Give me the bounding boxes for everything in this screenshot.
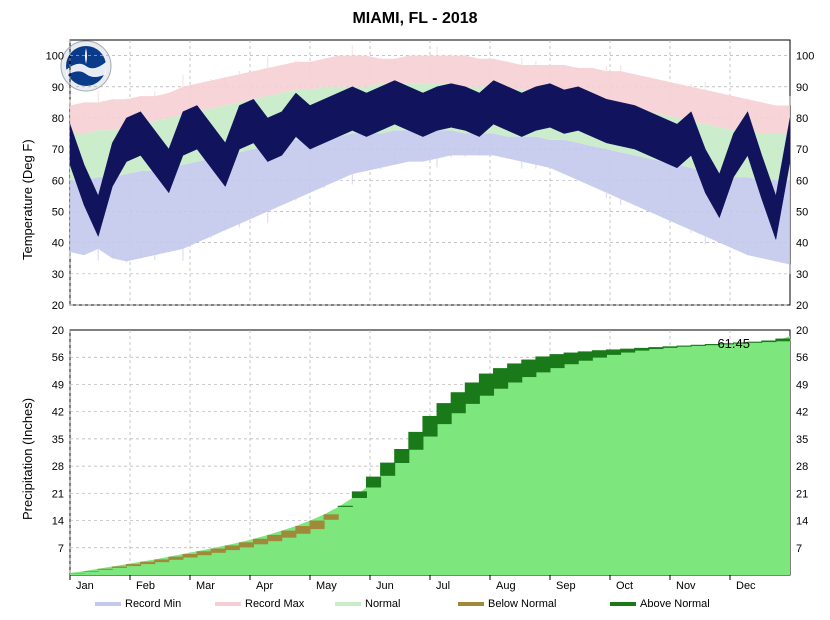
legend-item-record-min: Record Min <box>95 598 181 610</box>
svg-text:56: 56 <box>796 352 808 364</box>
svg-text:20: 20 <box>52 300 64 312</box>
svg-text:Mar: Mar <box>196 580 215 592</box>
svg-text:49: 49 <box>52 379 64 391</box>
legend-item-normal: Normal <box>335 598 400 610</box>
plot-area: 20 20 30 30 40 40 50 50 60 60 70 70 80 80 90 90 100 100 7 7… <box>0 0 830 620</box>
svg-text:Nov: Nov <box>676 580 696 592</box>
svg-text:61.45: 61.45 <box>717 336 750 351</box>
svg-text:Oct: Oct <box>616 580 633 592</box>
svg-text:40: 40 <box>796 238 808 250</box>
svg-text:60: 60 <box>52 175 64 187</box>
svg-text:Jul: Jul <box>436 580 450 592</box>
legend-label: Record Max <box>245 598 304 610</box>
legend-label: Below Normal <box>488 598 556 610</box>
svg-text:28: 28 <box>796 461 808 473</box>
svg-text:14: 14 <box>796 516 808 528</box>
svg-text:70: 70 <box>796 144 808 156</box>
svg-text:42: 42 <box>52 407 64 419</box>
svg-text:Jun: Jun <box>376 580 394 592</box>
svg-text:56: 56 <box>52 352 64 364</box>
legend-swatch <box>95 602 121 606</box>
svg-text:Jan: Jan <box>76 580 94 592</box>
legend-swatch <box>335 602 361 606</box>
svg-text:28: 28 <box>52 461 64 473</box>
svg-text:50: 50 <box>796 206 808 218</box>
svg-text:100: 100 <box>796 51 814 63</box>
legend-swatch <box>458 602 484 606</box>
svg-text:70: 70 <box>52 144 64 156</box>
svg-text:30: 30 <box>52 269 64 281</box>
svg-text:21: 21 <box>52 488 64 500</box>
svg-text:21: 21 <box>796 488 808 500</box>
svg-text:7: 7 <box>796 543 802 555</box>
legend-swatch <box>610 602 636 606</box>
svg-text:Aug: Aug <box>496 580 516 592</box>
svg-text:80: 80 <box>52 113 64 125</box>
svg-text:42: 42 <box>796 407 808 419</box>
svg-text:7: 7 <box>58 543 64 555</box>
svg-text:Dec: Dec <box>736 580 756 592</box>
temp-ylabel: Temperature (Deg F) <box>20 139 35 260</box>
svg-text:Feb: Feb <box>136 580 155 592</box>
svg-text:35: 35 <box>796 434 808 446</box>
legend-item-below-normal: Below Normal <box>458 598 556 610</box>
legend-label: Normal <box>365 598 400 610</box>
svg-text:30: 30 <box>796 269 808 281</box>
svg-text:100: 100 <box>46 51 64 63</box>
svg-text:Apr: Apr <box>256 580 273 592</box>
svg-text:40: 40 <box>52 238 64 250</box>
precip-ylabel: Precipitation (Inches) <box>20 398 35 520</box>
legend-swatch <box>215 602 241 606</box>
svg-text:May: May <box>316 580 337 592</box>
svg-text:50: 50 <box>52 206 64 218</box>
svg-text:90: 90 <box>52 82 64 94</box>
svg-text:20: 20 <box>52 325 64 337</box>
climate-chart: MIAMI, FL - 2018 20203030404050506060707… <box>0 0 830 620</box>
legend-item-above-normal: Above Normal <box>610 598 710 610</box>
svg-text:Sep: Sep <box>556 580 576 592</box>
svg-text:80: 80 <box>796 113 808 125</box>
svg-text:49: 49 <box>796 379 808 391</box>
svg-text:60: 60 <box>796 175 808 187</box>
svg-text:35: 35 <box>52 434 64 446</box>
legend-label: Above Normal <box>640 598 710 610</box>
svg-text:90: 90 <box>796 82 808 94</box>
legend-item-record-max: Record Max <box>215 598 304 610</box>
svg-text:20: 20 <box>796 300 808 312</box>
svg-text:20: 20 <box>796 325 808 337</box>
svg-text:14: 14 <box>52 516 64 528</box>
legend-label: Record Min <box>125 598 181 610</box>
